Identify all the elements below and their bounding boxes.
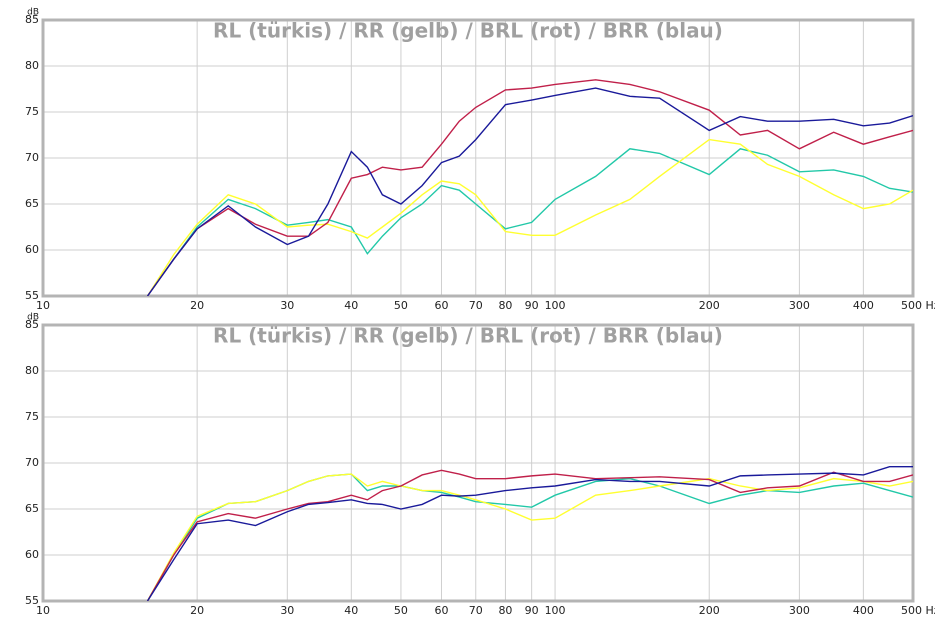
x-tick-label: 10 — [36, 604, 50, 617]
y-tick-label: 70 — [25, 151, 39, 164]
series-line — [146, 138, 913, 296]
y-tick-label: 65 — [25, 502, 39, 515]
x-tick-label: 60 — [434, 299, 448, 312]
y-tick-label: 60 — [25, 243, 39, 256]
series-line — [146, 469, 913, 601]
y-tick-label: 75 — [25, 105, 39, 118]
x-tick-label: 200 — [699, 299, 720, 312]
chart-title: RL (türkis) / RR (gelb) / BRL (rot) / BR… — [213, 19, 723, 43]
y-tick-label: 80 — [25, 364, 39, 377]
x-tick-label: 30 — [280, 604, 294, 617]
y-axis-label: dB — [27, 8, 39, 18]
x-tick-label: 20 — [190, 604, 204, 617]
x-tick-label: 10 — [36, 299, 50, 312]
y-axis-label: dB — [27, 313, 39, 323]
series-line — [146, 473, 913, 601]
x-tick-label: 30 — [280, 299, 294, 312]
x-tick-label: 50 — [394, 604, 408, 617]
y-tick-label: 75 — [25, 410, 39, 423]
x-tick-label: 50 — [394, 299, 408, 312]
series-line — [146, 79, 913, 296]
x-tick-label: 70 — [469, 299, 483, 312]
x-tick-label: 60 — [434, 604, 448, 617]
x-tick-label: 80 — [498, 604, 512, 617]
y-tick-label: 65 — [25, 197, 39, 210]
y-tick-label: 85 — [25, 318, 39, 331]
y-tick-label: 55 — [25, 594, 39, 607]
y-tick-label: 80 — [25, 59, 39, 72]
series-line — [146, 473, 913, 601]
x-tick-label: 500 Hz — [901, 299, 935, 312]
x-tick-label: 100 — [545, 299, 566, 312]
series-line — [146, 87, 913, 296]
plot-frame — [41, 323, 915, 603]
x-tick-label: 90 — [525, 299, 539, 312]
x-tick-label: 500 Hz — [901, 604, 935, 617]
x-tick-label: 300 — [789, 604, 810, 617]
chart-title: RL (türkis) / RR (gelb) / BRL (rot) / BR… — [213, 324, 723, 348]
x-tick-label: 20 — [190, 299, 204, 312]
x-tick-label: 40 — [344, 299, 358, 312]
x-tick-label: 70 — [469, 604, 483, 617]
y-tick-label: 60 — [25, 548, 39, 561]
series-line — [146, 148, 913, 296]
x-tick-label: 300 — [789, 299, 810, 312]
x-tick-label: 400 — [853, 299, 874, 312]
y-tick-label: 55 — [25, 289, 39, 302]
y-tick-label: 70 — [25, 456, 39, 469]
x-tick-label: 200 — [699, 604, 720, 617]
series-line — [146, 465, 913, 601]
x-tick-label: 100 — [545, 604, 566, 617]
x-tick-label: 80 — [498, 299, 512, 312]
x-tick-label: 400 — [853, 604, 874, 617]
plot-frame — [41, 18, 915, 298]
x-tick-label: 90 — [525, 604, 539, 617]
x-tick-label: 40 — [344, 604, 358, 617]
y-tick-label: 85 — [25, 13, 39, 26]
